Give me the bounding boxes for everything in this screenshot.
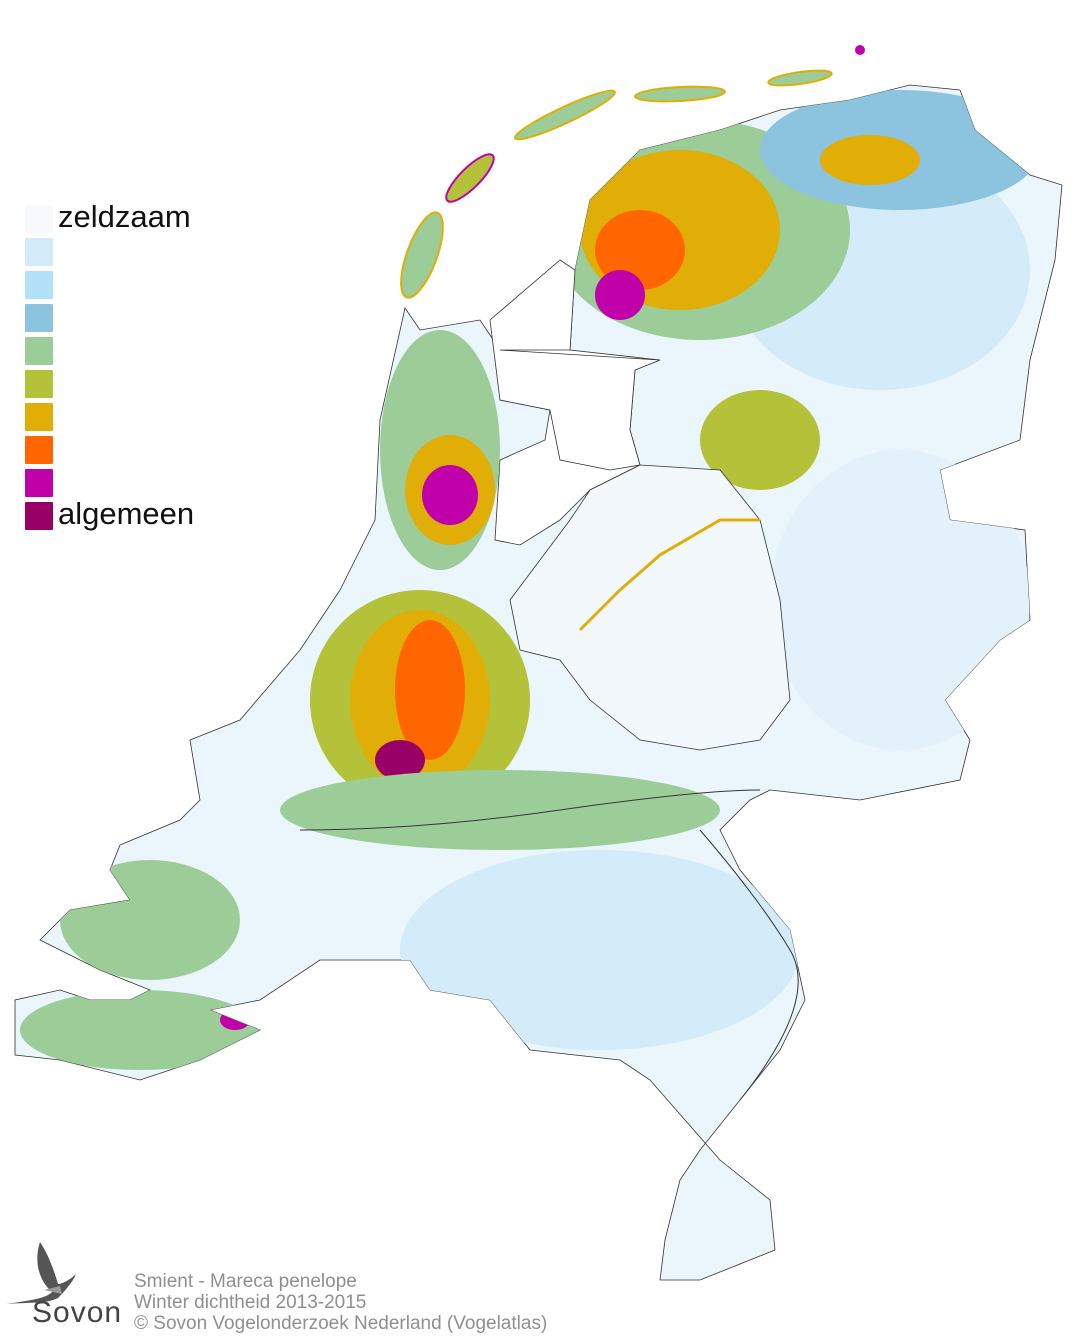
- legend-swatch: [25, 436, 53, 464]
- legend-swatch: [25, 370, 53, 398]
- sovon-swallow-logo: [6, 1242, 76, 1304]
- legend-swatch: [25, 502, 53, 530]
- legend-label: zeldzaam: [58, 199, 191, 234]
- wadden-islands: [400, 45, 865, 299]
- legend-swatch: [25, 238, 53, 266]
- map-subtitle: Winter dichtheid 2013-2015: [134, 1292, 367, 1313]
- legend-swatch: [25, 205, 53, 233]
- flevoland: [509, 464, 791, 751]
- netherlands-mainland: [14, 84, 1063, 1281]
- legend-swatch: [25, 337, 53, 365]
- map-caption: Smient - Mareca penelope Winter dichthei…: [134, 1271, 547, 1334]
- species-name: Smient - Mareca penelope: [134, 1271, 357, 1292]
- logo-text: Sovon: [32, 1296, 123, 1329]
- legend-swatch: [25, 403, 53, 431]
- copyright: © Sovon Vogelonderzoek Nederland (Vogela…: [134, 1313, 548, 1334]
- ijsselmeer: [489, 259, 661, 471]
- legend-label: algemeen: [58, 496, 195, 531]
- legend-swatch: [25, 304, 53, 332]
- legend-swatch: [25, 469, 53, 497]
- legend-swatch: [25, 271, 53, 299]
